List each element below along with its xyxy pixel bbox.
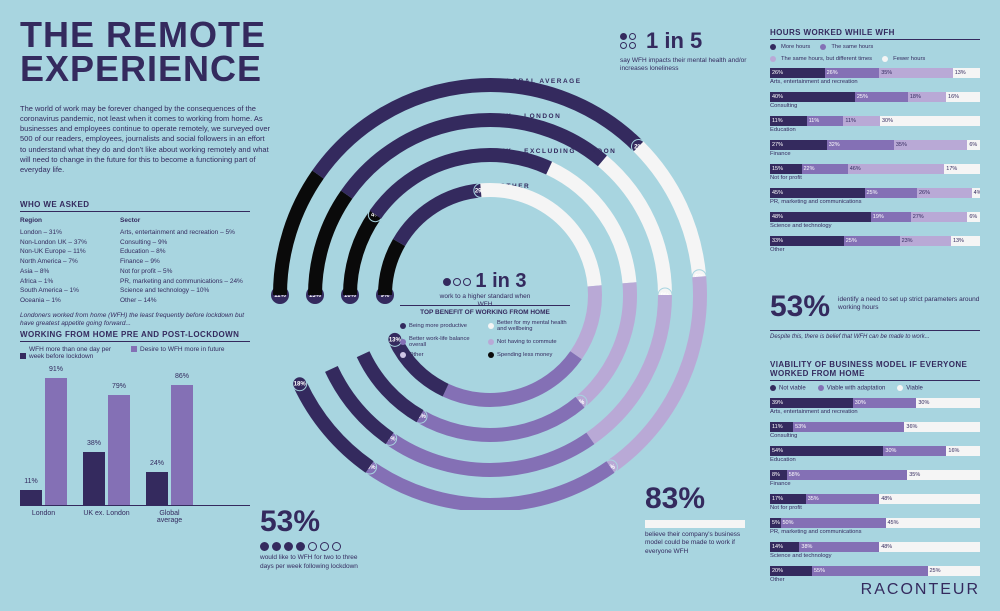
bars-legend: WFH more than one day per week before lo… (20, 346, 250, 360)
bars-xlabels: LondonUK ex. LondonGlobal average (20, 510, 250, 524)
center-legend-title: TOP BENEFIT OF WORKING FROM HOME (400, 305, 570, 316)
who-we-asked: WHO WE ASKED Region London – 31%Non-Lond… (20, 200, 250, 329)
stat-83: 83% believe their company's business mod… (645, 482, 745, 556)
center-legend-grid: Being more productiveBetter for my menta… (400, 320, 570, 358)
stat-53-wfh-days: 53% would like to WFH for two to three d… (260, 505, 370, 571)
sector-list: Arts, entertainment and recreation – 5%C… (120, 228, 243, 306)
stat53a-circles (260, 542, 370, 551)
stat53a-text: would like to WFH for two to three days … (260, 554, 370, 571)
stat-1in3: 1 in 3 work to a higher standard when WF… (435, 270, 535, 310)
region-list: London – 31%Non-London UK – 37%Non-UK Eu… (20, 228, 100, 306)
main-title: THE REMOTEEXPERIENCE (20, 18, 266, 86)
stat83-pct: 83% (645, 482, 745, 516)
viability-title: VIABILITY OF BUSINESS MODEL IF EVERYONE … (770, 360, 980, 378)
stat53a-pct: 53% (260, 505, 370, 539)
bars-title: WORKING FROM HOME PRE AND POST-LOCKDOWN (20, 330, 250, 339)
hours-rows: 26%26%35%13%Arts, entertainment and recr… (770, 68, 980, 253)
hours-section: HOURS WORKED WHILE WFH More hoursThe sam… (770, 28, 980, 260)
wfh-pre-post-section: WORKING FROM HOME PRE AND POST-LOCKDOWN … (20, 330, 250, 524)
hours-legend: More hoursThe same hoursThe same hours, … (770, 44, 980, 62)
viability-legend: Not viableViable with adaptationViable (770, 385, 980, 392)
stat13-label: 1 in 3 (475, 270, 526, 293)
who-title: WHO WE ASKED (20, 200, 250, 209)
who-note: Londoners worked from home (WFH) the lea… (20, 312, 250, 329)
stat83-bar (645, 520, 745, 528)
viability-section: VIABILITY OF BUSINESS MODEL IF EVERYONE … (770, 360, 980, 590)
center-legend: TOP BENEFIT OF WORKING FROM HOME Being m… (400, 305, 570, 358)
sector-header: Sector (120, 216, 243, 226)
stat53b-text: identify a need to set up strict paramet… (838, 290, 980, 313)
stat13-circles (443, 278, 471, 286)
stat53b-pct: 53% (770, 290, 830, 324)
svg-text:18%: 18% (294, 382, 307, 388)
stat-53-parameters: 53% identify a need to set up strict par… (770, 290, 980, 340)
viability-rows: 39%30%30%Arts, entertainment and recreat… (770, 398, 980, 583)
region-header: Region (20, 216, 100, 226)
intro-text: The world of work may be forever changed… (20, 104, 270, 175)
brand-logo: RACONTEUR (861, 581, 980, 599)
bars-chart: 11%91%38%79%24%86% (20, 366, 250, 506)
stat83-text: believe their company's business model c… (645, 531, 745, 556)
stat53b-note: Despite this, there is belief that WFH c… (770, 330, 980, 340)
hours-title: HOURS WORKED WHILE WFH (770, 28, 980, 37)
